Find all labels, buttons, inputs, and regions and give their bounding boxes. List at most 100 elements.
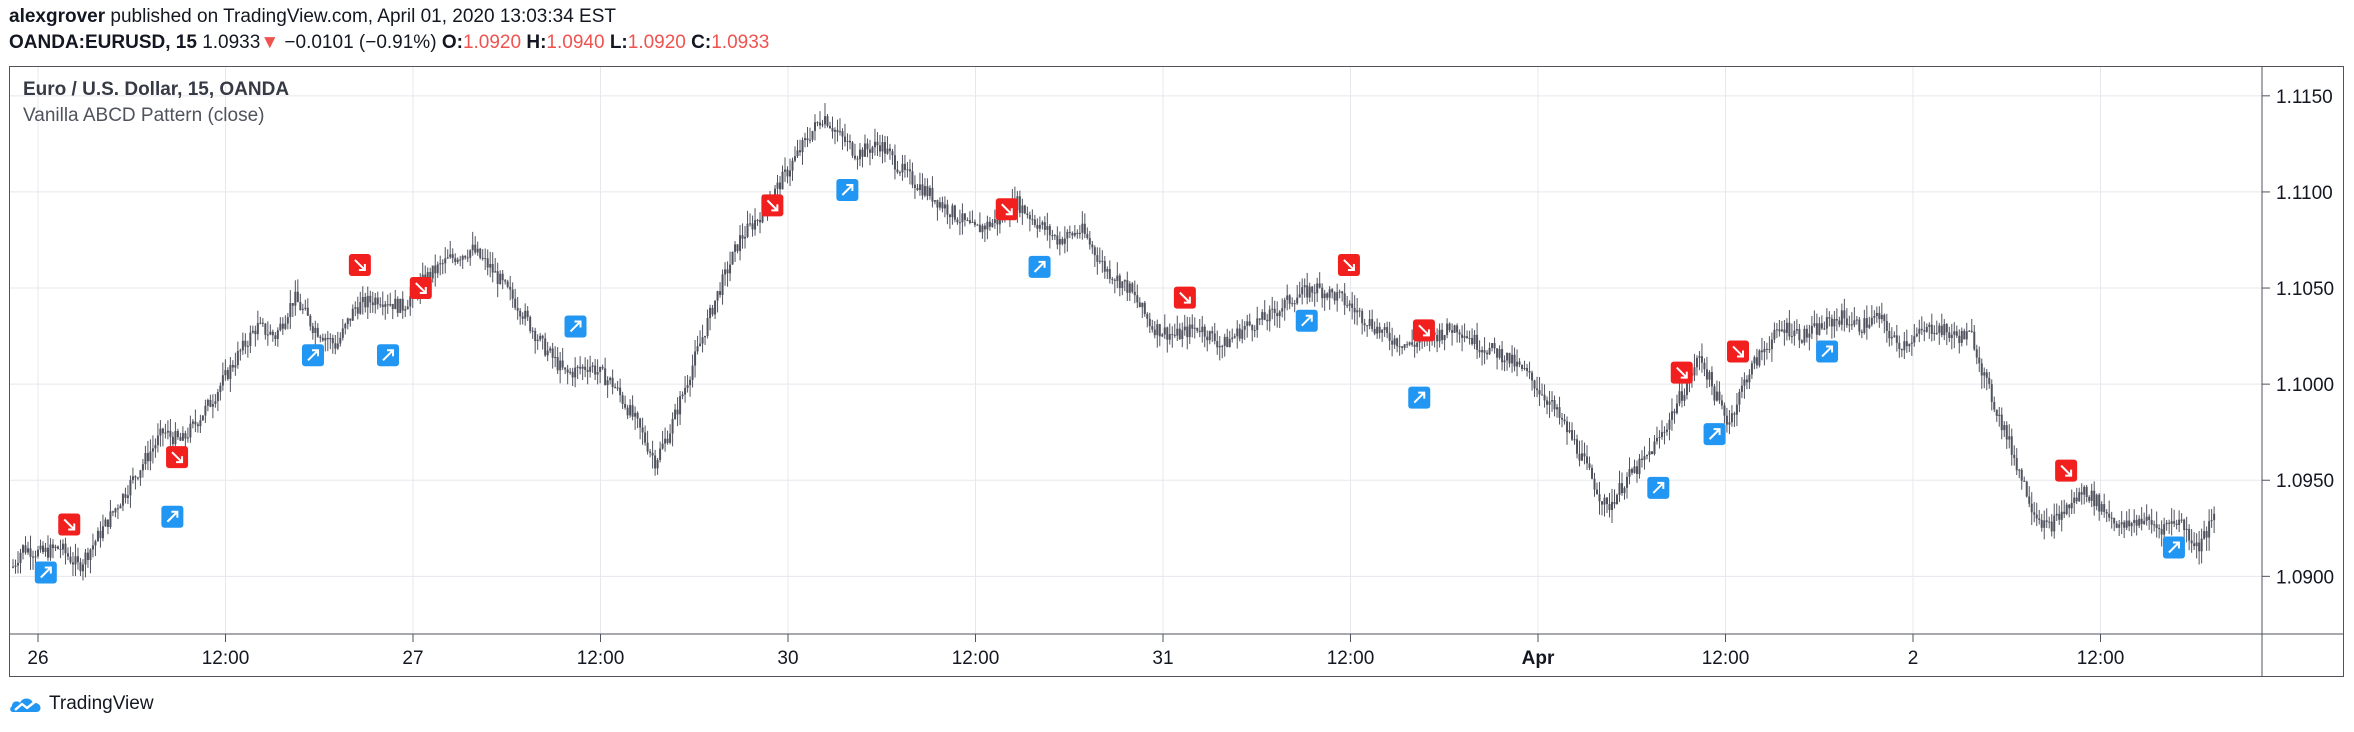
candle <box>539 332 542 342</box>
candle <box>76 547 79 570</box>
candle <box>389 292 392 307</box>
time-tick-label: 30 <box>777 648 798 669</box>
candle <box>928 185 931 200</box>
candle <box>1778 320 1781 337</box>
candle <box>843 123 846 147</box>
candle <box>276 327 279 347</box>
candle <box>494 258 497 273</box>
candle <box>1643 446 1646 470</box>
tradingview-footer[interactable]: TradingView <box>9 692 154 716</box>
candle <box>524 303 527 326</box>
candle <box>1126 271 1129 302</box>
candle <box>1346 295 1349 309</box>
candle <box>816 121 819 127</box>
candle <box>1266 313 1269 331</box>
candle <box>651 440 654 469</box>
candle <box>81 559 84 581</box>
candle <box>1985 368 1988 391</box>
candle <box>61 539 64 556</box>
candle <box>629 399 632 418</box>
candle <box>1351 291 1354 320</box>
candle <box>164 423 167 439</box>
symbol-label[interactable]: OANDA:EURUSD, 15 <box>9 32 197 53</box>
candle <box>903 154 906 178</box>
candle <box>1098 247 1101 264</box>
candle <box>853 143 856 161</box>
candle <box>1231 328 1234 343</box>
candle <box>1805 324 1808 343</box>
price-tick-label: 1.1150 <box>2276 87 2333 108</box>
candle <box>2205 526 2208 551</box>
chart-legend-title[interactable]: Euro / U.S. Dollar, 15, OANDA <box>23 79 290 100</box>
candle <box>1178 323 1181 340</box>
change-down-icon: ▼ <box>260 32 280 53</box>
candle <box>988 217 991 231</box>
candle <box>2040 513 2043 532</box>
candle <box>604 357 607 386</box>
bearish-signal-arrow-icon <box>348 253 371 276</box>
candle <box>151 435 154 464</box>
candle <box>789 158 792 187</box>
candle <box>21 544 24 560</box>
candle <box>2178 510 2181 533</box>
candle <box>1496 348 1499 370</box>
candle <box>1518 358 1521 368</box>
high-value: 1.0940 <box>546 32 605 53</box>
candle <box>1561 412 1564 428</box>
candle <box>711 304 714 317</box>
candle <box>1458 329 1461 343</box>
indicator-legend[interactable]: Vanilla ABCD Pattern (close) <box>23 105 265 126</box>
candle <box>329 333 332 350</box>
candle <box>2115 520 2118 529</box>
chart-grid <box>9 67 2262 634</box>
candle <box>2023 476 2026 482</box>
candle <box>1915 327 1918 338</box>
candle <box>29 535 32 570</box>
candle <box>1528 361 1531 380</box>
candle <box>1900 348 1903 358</box>
candle <box>1108 260 1111 284</box>
candle <box>1256 306 1259 338</box>
candle <box>364 292 367 313</box>
candle <box>656 457 659 475</box>
candle <box>1566 416 1569 445</box>
candle <box>2030 492 2033 525</box>
close-label: C: <box>691 32 712 53</box>
candle <box>376 291 379 310</box>
candle <box>2195 533 2198 559</box>
bullish-signal-arrow-icon <box>1647 476 1670 499</box>
candle <box>541 334 544 350</box>
candle <box>886 136 889 155</box>
candle <box>1443 334 1446 351</box>
candle <box>1773 322 1776 344</box>
candle <box>251 325 254 334</box>
candle <box>1056 226 1059 250</box>
candle <box>1903 332 1906 360</box>
candle <box>1233 333 1236 339</box>
candle <box>1531 370 1534 391</box>
candle <box>1166 326 1169 353</box>
candle <box>1943 319 1946 341</box>
author-name[interactable]: alexgrover <box>9 6 106 27</box>
candle <box>1418 339 1421 351</box>
candle <box>189 415 192 443</box>
candle <box>1763 340 1766 366</box>
candle <box>2140 507 2143 531</box>
candle <box>1603 494 1606 517</box>
candle <box>1093 245 1096 267</box>
candle <box>1780 321 1783 332</box>
candle <box>2063 499 2066 519</box>
candle <box>878 134 881 157</box>
candle <box>786 166 789 184</box>
candle <box>204 399 207 423</box>
candle <box>836 119 839 142</box>
candle <box>1923 321 1926 342</box>
candle <box>599 366 602 384</box>
bullish-signal-arrow-icon <box>564 315 587 338</box>
candle <box>811 130 814 143</box>
candle <box>664 427 667 452</box>
candle <box>694 339 697 378</box>
time-tick-label: 12:00 <box>2077 648 2125 669</box>
candle <box>1885 313 1888 343</box>
